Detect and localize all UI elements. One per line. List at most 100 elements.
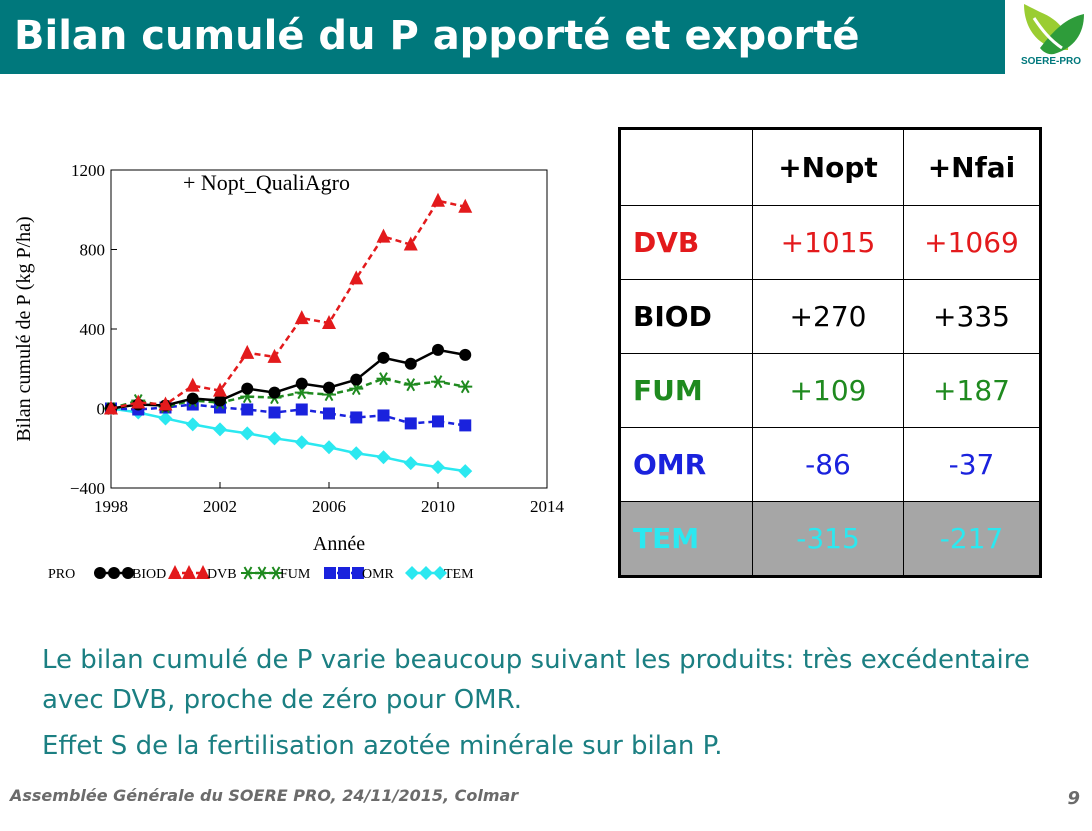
row-label-fum: FUM bbox=[619, 353, 753, 428]
legend-label-tem: TEM bbox=[444, 567, 474, 582]
legend-marker-tem bbox=[433, 566, 447, 580]
data-point-biod bbox=[377, 351, 390, 364]
legend-marker-tem bbox=[405, 566, 419, 580]
soere-pro-logo: SOERE-PRO bbox=[1010, 0, 1092, 74]
y-tick-label: 400 bbox=[80, 320, 106, 339]
row-label-biod: BIOD bbox=[619, 279, 753, 354]
data-point-biod bbox=[404, 357, 417, 370]
body-line-2: Effet S de la fertilisation azotée minér… bbox=[42, 731, 723, 761]
cell-biod-nopt: +270 bbox=[752, 279, 904, 354]
star-stroke bbox=[271, 566, 281, 580]
data-point-biod bbox=[350, 373, 363, 386]
data-point-dvb bbox=[431, 192, 445, 207]
data-point-dvb bbox=[349, 270, 364, 285]
y-tick-label: 1200 bbox=[71, 161, 105, 180]
star-stroke bbox=[406, 378, 416, 392]
cell-tem-nfai: -217 bbox=[903, 501, 1041, 577]
data-point-tem bbox=[403, 456, 418, 471]
data-point-biod bbox=[459, 348, 472, 361]
data-point-fum bbox=[431, 375, 445, 389]
data-point-omr bbox=[432, 415, 444, 428]
x-tick-label: 2014 bbox=[530, 497, 565, 516]
row-label-tem: TEM bbox=[619, 501, 753, 577]
data-point-biod bbox=[295, 377, 308, 390]
series-line-dvb bbox=[110, 199, 466, 410]
data-point-omr bbox=[241, 403, 254, 416]
legend-marker-omr bbox=[338, 567, 350, 579]
data-point-tem bbox=[431, 460, 445, 475]
legend-marker-dvb bbox=[168, 565, 182, 579]
data-point-fum bbox=[376, 372, 391, 386]
data-point-omr bbox=[404, 417, 417, 430]
legend-marker-dvb bbox=[182, 565, 196, 579]
table-row-fum: FUM +109 +187 bbox=[619, 353, 1041, 428]
x-tick-label: 2006 bbox=[312, 497, 346, 516]
page-number: 9 bbox=[1067, 788, 1080, 809]
legend-marker-biod bbox=[122, 567, 134, 579]
chart-title: + Nopt_QualiAgro bbox=[183, 170, 350, 195]
table-header-nopt: +Nopt bbox=[752, 128, 904, 206]
y-tick-label: 800 bbox=[80, 241, 106, 260]
data-point-tem bbox=[267, 431, 282, 446]
body-text: Le bilan cumulé de P varie beaucoup suiv… bbox=[42, 640, 1062, 766]
legend-marker-biod bbox=[94, 567, 106, 579]
legend-marker-tem bbox=[419, 566, 433, 580]
data-point-dvb bbox=[376, 228, 391, 243]
data-point-biod bbox=[214, 394, 226, 407]
star-stroke bbox=[460, 380, 470, 394]
table-row-biod: BIOD +270 +335 bbox=[619, 279, 1041, 354]
slide-title: Bilan cumulé du P apporté et exporté bbox=[14, 13, 860, 59]
data-point-omr bbox=[377, 409, 390, 422]
x-tick-label: 1998 bbox=[94, 497, 128, 516]
data-point-omr bbox=[323, 407, 335, 420]
data-point-dvb bbox=[213, 382, 227, 397]
table-row-omr: OMR -86 -37 bbox=[619, 427, 1041, 502]
data-point-biod bbox=[186, 392, 199, 405]
data-point-tem bbox=[213, 422, 227, 437]
legend-marker-dvb bbox=[196, 565, 210, 579]
legend-marker-omr bbox=[352, 567, 364, 579]
data-point-fum bbox=[458, 380, 473, 394]
data-point-dvb bbox=[458, 198, 473, 213]
data-point-omr bbox=[459, 419, 472, 432]
body-line-1: Le bilan cumulé de P varie beaucoup suiv… bbox=[42, 645, 1030, 715]
table-header-corner bbox=[619, 128, 753, 206]
leaf-logo-icon bbox=[1024, 4, 1084, 55]
legend-title: PRO bbox=[48, 567, 75, 582]
legend-marker-omr bbox=[324, 567, 336, 579]
star-stroke bbox=[379, 372, 388, 386]
y-axis-label: Bilan cumulé de P (kg P/ha) bbox=[13, 216, 35, 441]
x-axis-label: Année bbox=[313, 533, 365, 555]
data-point-dvb bbox=[104, 400, 118, 415]
legend-marker-fum bbox=[241, 566, 255, 580]
data-point-biod bbox=[432, 343, 444, 356]
y-tick-label: −400 bbox=[70, 479, 105, 498]
logo-caption: SOERE-PRO bbox=[1020, 56, 1081, 67]
star-stroke bbox=[243, 566, 253, 580]
data-point-omr bbox=[350, 411, 363, 424]
star-stroke bbox=[257, 566, 267, 580]
table-row-dvb: DVB +1015 +1069 bbox=[619, 205, 1041, 280]
legend-marker-fum bbox=[269, 566, 283, 580]
data-point-tem bbox=[349, 446, 364, 461]
table-row-tem: TEM -315 -217 bbox=[619, 501, 1041, 577]
data-point-tem bbox=[376, 450, 391, 465]
cell-omr-nfai: -37 bbox=[903, 427, 1041, 502]
legend-label-biod: BIOD bbox=[132, 567, 166, 582]
data-point-tem bbox=[458, 464, 473, 479]
cell-biod-nfai: +335 bbox=[903, 279, 1041, 354]
data-point-omr bbox=[268, 406, 281, 419]
legend-marker-biod bbox=[108, 567, 120, 579]
footer-text: Assemblée Générale du SOERE PRO, 24/11/2… bbox=[10, 786, 519, 805]
row-label-dvb: DVB bbox=[619, 205, 753, 280]
data-point-biod bbox=[323, 381, 335, 394]
cell-dvb-nfai: +1069 bbox=[903, 205, 1041, 280]
table-header-nfai: +Nfai bbox=[903, 128, 1041, 206]
data-point-tem bbox=[322, 440, 336, 455]
legend-label-dvb: DVB bbox=[207, 567, 237, 582]
y-tick-label: 0 bbox=[97, 400, 106, 419]
table-header-row: +Nopt +Nfai bbox=[619, 128, 1041, 206]
data-point-tem bbox=[294, 435, 309, 450]
cell-tem-nopt: -315 bbox=[752, 501, 904, 577]
